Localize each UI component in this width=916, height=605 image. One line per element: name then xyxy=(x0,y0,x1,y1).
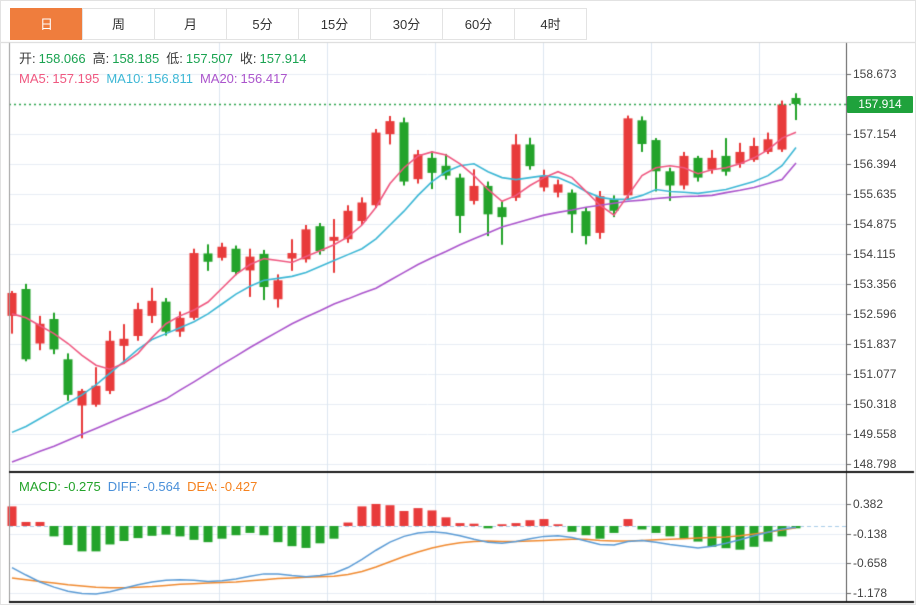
high-value-group: 高: 158.185 xyxy=(93,51,160,66)
ma20-value: 156.417 xyxy=(240,71,288,86)
y-axis-label: 157.154 xyxy=(853,127,897,141)
ohlc-header: 开: 158.066 高: 158.185 低: 157.507 收: 157.… xyxy=(19,51,307,66)
y-axis-label: 0.382 xyxy=(853,497,884,511)
close-label: 收: xyxy=(239,51,257,66)
y-axis-label: 150.318 xyxy=(853,397,897,411)
y-axis-label: -1.178 xyxy=(853,586,888,600)
y-axis-label: 156.394 xyxy=(853,157,897,171)
diff-value: -0.564 xyxy=(143,479,181,494)
y-axis-label: 153.356 xyxy=(853,277,897,291)
tab-5分[interactable]: 5分 xyxy=(226,8,299,40)
open-value-group: 开: 158.066 xyxy=(19,51,86,66)
y-axis-label: 154.115 xyxy=(853,247,896,261)
low-label: 低: xyxy=(166,51,183,66)
y-axis-label: 151.077 xyxy=(853,367,897,381)
y-axis-label: 151.837 xyxy=(853,337,897,351)
ma10-value: 156.811 xyxy=(146,71,193,86)
y-axis-label: 155.635 xyxy=(853,187,897,201)
tab-月[interactable]: 月 xyxy=(154,8,227,40)
ma5-group: MA5: 157.195 xyxy=(19,71,99,86)
close-value-group: 收: 157.914 xyxy=(240,51,307,66)
y-axis-label: 152.596 xyxy=(853,307,897,321)
y-axis-label: 148.798 xyxy=(853,457,897,471)
tab-日[interactable]: 日 xyxy=(10,8,83,40)
diff-group: DIFF: -0.564 xyxy=(108,479,180,494)
tab-15分[interactable]: 15分 xyxy=(298,8,371,40)
y-axis-label: 158.673 xyxy=(853,67,897,81)
ma10-group: MA10: 156.811 xyxy=(106,71,193,86)
y-axis-label: -0.658 xyxy=(853,556,888,570)
diff-label: DIFF: xyxy=(107,479,141,494)
dea-group: DEA: -0.427 xyxy=(187,479,257,494)
dea-value: -0.427 xyxy=(220,479,258,494)
timeframe-tab-bar: 日周月 5分 15分 30分 60分 4时 xyxy=(10,8,587,40)
macd-group: MACD: -0.275 xyxy=(19,479,101,494)
macd-label: MACD: xyxy=(19,479,61,494)
ma20-group: MA20: 156.417 xyxy=(200,71,288,86)
tab-60分[interactable]: 60分 xyxy=(442,8,515,40)
ma5-label: MA5: xyxy=(19,71,50,86)
low-value: 157.507 xyxy=(185,51,233,66)
macd-value: -0.275 xyxy=(63,479,101,494)
open-value: 158.066 xyxy=(38,51,86,66)
ma20-label: MA20: xyxy=(199,71,238,86)
ma10-label: MA10: xyxy=(106,71,144,86)
close-value: 157.914 xyxy=(259,51,307,66)
y-axis-label: -0.138 xyxy=(853,527,888,541)
macd-header: MACD: -0.275 DIFF: -0.564 DEA: -0.427 xyxy=(19,479,257,494)
ma5-value: 157.195 xyxy=(52,71,100,86)
low-value-group: 低: 157.507 xyxy=(166,51,233,66)
tab-30分[interactable]: 30分 xyxy=(370,8,443,40)
open-label: 开: xyxy=(19,51,36,66)
tab-4时[interactable]: 4时 xyxy=(514,8,587,40)
high-label: 高: xyxy=(92,51,110,66)
ma-header: MA5: 157.195 MA10: 156.811 MA20: 156.417 xyxy=(19,71,288,86)
y-axis-label: 154.875 xyxy=(853,217,897,231)
tab-周[interactable]: 周 xyxy=(82,8,155,40)
high-value: 158.185 xyxy=(112,51,160,66)
y-axis-label: 149.558 xyxy=(853,427,897,441)
dea-label: DEA: xyxy=(187,479,218,494)
current-price-badge: 157.914 xyxy=(847,96,913,113)
